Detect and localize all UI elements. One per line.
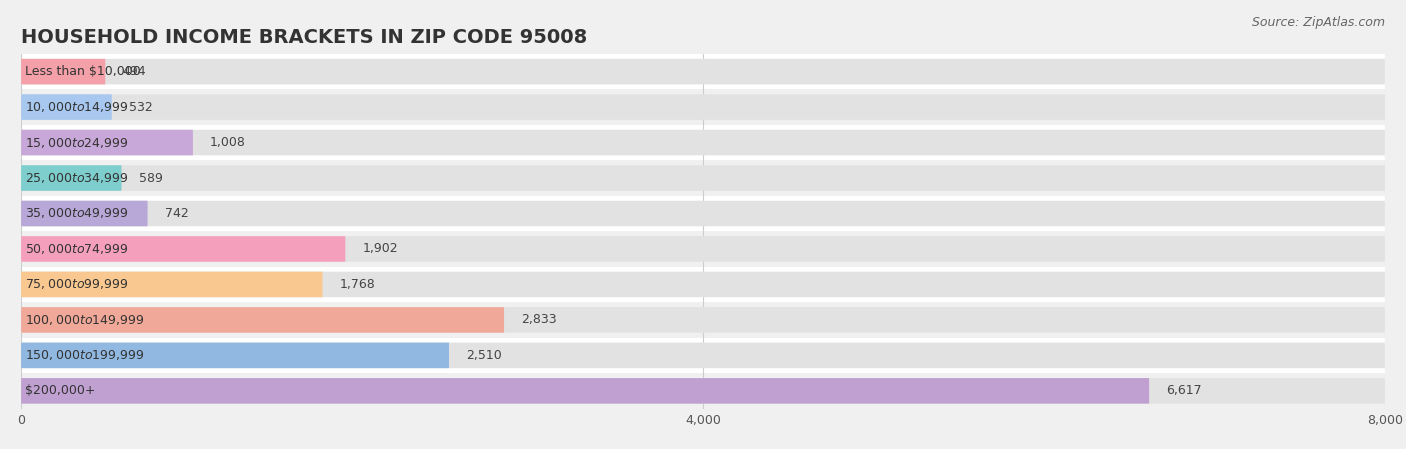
Bar	[21, 160, 1385, 196]
FancyBboxPatch shape	[21, 59, 1385, 84]
FancyBboxPatch shape	[21, 59, 105, 84]
FancyBboxPatch shape	[21, 94, 112, 120]
Text: 494: 494	[122, 65, 146, 78]
Text: $35,000 to $49,999: $35,000 to $49,999	[24, 207, 128, 220]
Text: 532: 532	[129, 101, 153, 114]
Text: 1,902: 1,902	[363, 242, 398, 255]
FancyBboxPatch shape	[21, 130, 193, 155]
Text: $10,000 to $14,999: $10,000 to $14,999	[24, 100, 128, 114]
FancyBboxPatch shape	[21, 236, 1385, 262]
Bar	[21, 267, 1385, 302]
Text: HOUSEHOLD INCOME BRACKETS IN ZIP CODE 95008: HOUSEHOLD INCOME BRACKETS IN ZIP CODE 95…	[21, 28, 588, 47]
Text: $25,000 to $34,999: $25,000 to $34,999	[24, 171, 128, 185]
FancyBboxPatch shape	[21, 343, 449, 368]
FancyBboxPatch shape	[21, 272, 322, 297]
FancyBboxPatch shape	[21, 307, 505, 333]
FancyBboxPatch shape	[21, 272, 1385, 297]
Text: $15,000 to $24,999: $15,000 to $24,999	[24, 136, 128, 150]
Bar	[21, 338, 1385, 373]
Bar	[21, 373, 1385, 409]
FancyBboxPatch shape	[21, 165, 121, 191]
Text: 2,833: 2,833	[522, 313, 557, 326]
Text: 1,768: 1,768	[339, 278, 375, 291]
Text: 6,617: 6,617	[1166, 384, 1202, 397]
FancyBboxPatch shape	[21, 201, 148, 226]
FancyBboxPatch shape	[21, 378, 1149, 404]
Bar	[21, 196, 1385, 231]
Bar	[21, 54, 1385, 89]
FancyBboxPatch shape	[21, 94, 1385, 120]
FancyBboxPatch shape	[21, 236, 346, 262]
Text: Less than $10,000: Less than $10,000	[24, 65, 141, 78]
Text: $150,000 to $199,999: $150,000 to $199,999	[24, 348, 143, 362]
FancyBboxPatch shape	[21, 343, 1385, 368]
FancyBboxPatch shape	[21, 165, 1385, 191]
FancyBboxPatch shape	[21, 130, 1385, 155]
Bar	[21, 231, 1385, 267]
Bar	[21, 89, 1385, 125]
Text: 1,008: 1,008	[209, 136, 246, 149]
Text: $100,000 to $149,999: $100,000 to $149,999	[24, 313, 143, 327]
Text: 742: 742	[165, 207, 188, 220]
Text: 589: 589	[139, 172, 163, 185]
FancyBboxPatch shape	[21, 201, 1385, 226]
Bar	[21, 302, 1385, 338]
Bar	[21, 125, 1385, 160]
Text: $75,000 to $99,999: $75,000 to $99,999	[24, 277, 128, 291]
Text: 2,510: 2,510	[465, 349, 502, 362]
FancyBboxPatch shape	[21, 307, 1385, 333]
Text: $200,000+: $200,000+	[24, 384, 96, 397]
Text: Source: ZipAtlas.com: Source: ZipAtlas.com	[1251, 16, 1385, 29]
FancyBboxPatch shape	[21, 378, 1385, 404]
Text: $50,000 to $74,999: $50,000 to $74,999	[24, 242, 128, 256]
